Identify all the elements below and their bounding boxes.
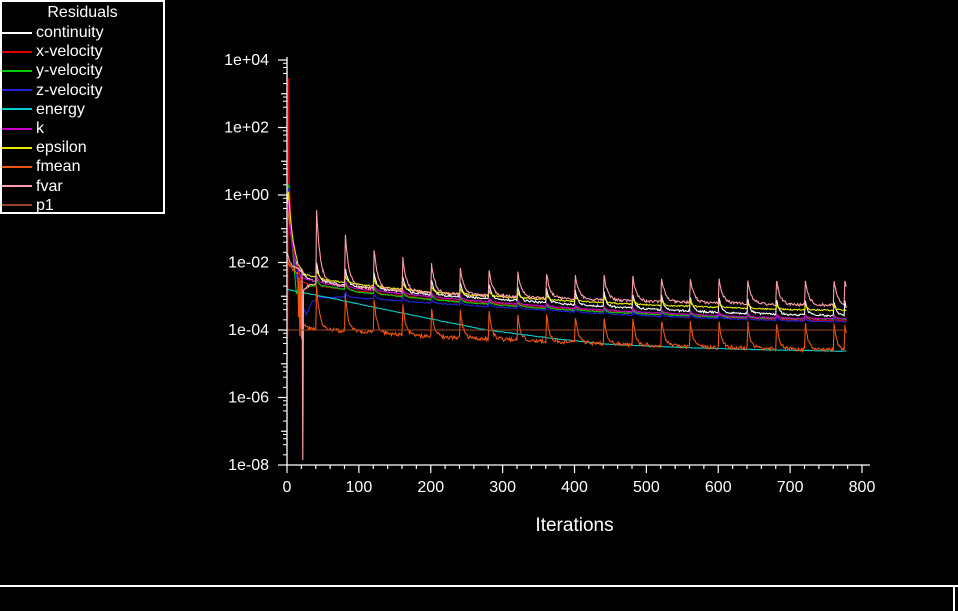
legend-item-fvar: fvar — [2, 177, 163, 196]
legend-swatch-x-velocity — [2, 50, 32, 53]
legend-swatch-epsilon — [2, 146, 32, 149]
y-tick-label: 1e-06 — [228, 390, 269, 407]
x-tick-label: 400 — [561, 479, 588, 496]
legend-swatch-fmean — [2, 165, 32, 168]
legend-rows: continuity x-velocity y-velocity z-velocity… — [2, 23, 163, 215]
series-fvar — [287, 210, 847, 461]
x-axis-title: Iterations — [535, 515, 613, 536]
residuals-legend: Residuals continuity x-velocity y-velocity… — [0, 0, 165, 214]
legend-item-p1: p1 — [2, 196, 163, 215]
series-y-velocity — [287, 184, 847, 321]
legend-label: y-velocity — [36, 62, 103, 80]
y-tick-label: 1e-04 — [228, 322, 269, 339]
legend-label: continuity — [36, 24, 104, 42]
legend-item-y-velocity: y-velocity — [2, 61, 163, 80]
legend-item-epsilon: epsilon — [2, 138, 163, 157]
y-tick-label: 1e-02 — [228, 255, 269, 272]
legend-swatch-z-velocity — [2, 89, 32, 92]
legend-title: Residuals — [47, 4, 118, 21]
legend-item-z-velocity: z-velocity — [2, 81, 163, 100]
legend-item-fmean: fmean — [2, 157, 163, 176]
legend-label: fvar — [36, 177, 63, 195]
x-tick-label: 300 — [489, 479, 516, 496]
legend-label: epsilon — [36, 139, 87, 157]
series-epsilon — [287, 191, 847, 312]
legend-item-x-velocity: x-velocity — [2, 42, 163, 61]
x-tick-label: 500 — [633, 479, 660, 496]
series-fmean — [287, 259, 847, 354]
legend-swatch-p1 — [2, 204, 32, 207]
legend-label: k — [36, 120, 44, 138]
y-tick-label: 1e+02 — [224, 120, 269, 137]
x-tick-label: 0 — [283, 479, 292, 496]
series-continuity — [287, 190, 847, 318]
y-tick-label: 1e+04 — [224, 52, 269, 69]
console-window-right-border — [953, 586, 955, 611]
y-tick-label: 1e+00 — [224, 187, 269, 204]
legend-swatch-y-velocity — [2, 69, 32, 72]
legend-swatch-energy — [2, 108, 32, 111]
x-tick-label: 600 — [705, 479, 732, 496]
legend-swatch-fvar — [2, 185, 32, 188]
y-tick-label: 1e-08 — [228, 457, 269, 474]
x-tick-label: 200 — [417, 479, 444, 496]
x-tick-label: 800 — [849, 479, 876, 496]
series-energy — [287, 288, 847, 352]
legend-item-energy: energy — [2, 100, 163, 119]
series-z-velocity — [287, 187, 847, 323]
legend-swatch-continuity — [2, 31, 32, 34]
legend-label: fmean — [36, 158, 81, 176]
legend-label: z-velocity — [36, 81, 103, 99]
legend-item-continuity: continuity — [2, 23, 163, 42]
legend-item-k: k — [2, 119, 163, 138]
legend-label: x-velocity — [36, 43, 103, 61]
legend-swatch-k — [2, 127, 32, 130]
legend-label: energy — [36, 100, 85, 118]
series-k — [287, 198, 847, 321]
x-tick-label: 700 — [777, 479, 804, 496]
x-tick-label: 100 — [346, 479, 373, 496]
console-window-top-border — [0, 585, 958, 587]
legend-label: p1 — [36, 196, 54, 214]
